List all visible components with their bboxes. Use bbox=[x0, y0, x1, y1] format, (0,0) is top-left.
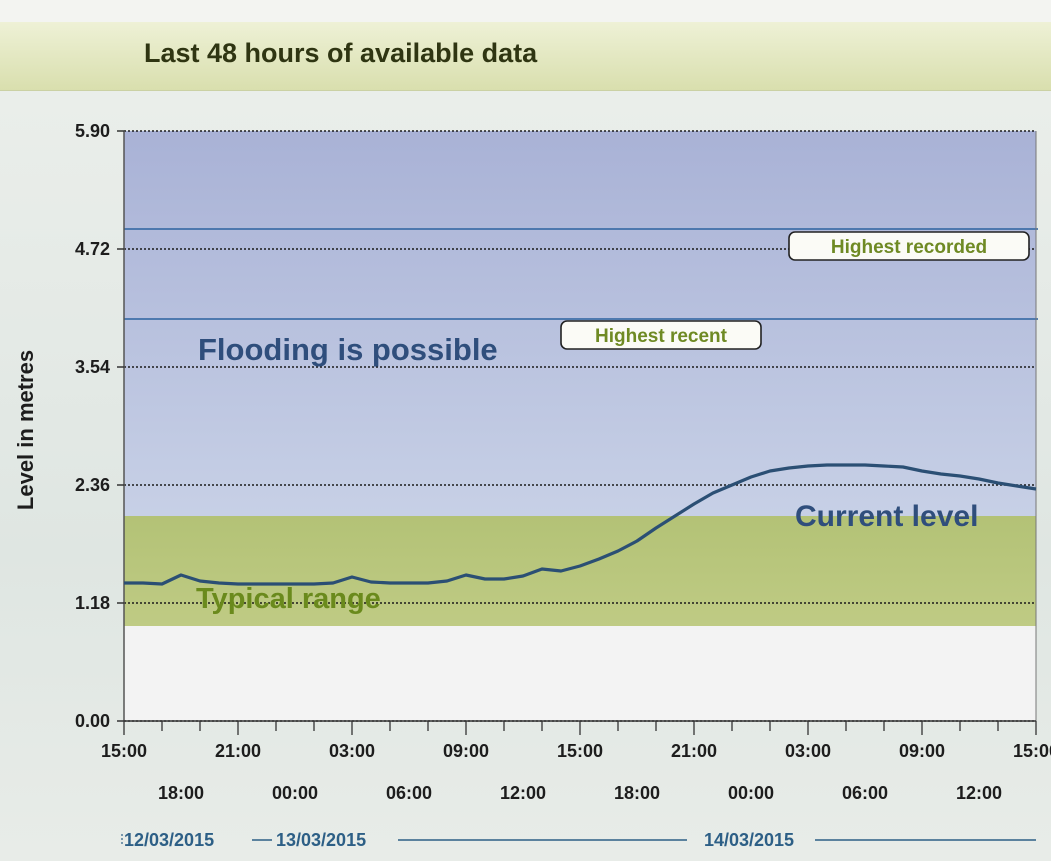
current-level-label: Current level bbox=[795, 500, 978, 533]
x-tick-label-secondary: 00:00 bbox=[728, 783, 774, 803]
band-2 bbox=[124, 626, 1036, 721]
x-tick-label: 15:00 bbox=[1013, 741, 1051, 761]
x-tick-label-secondary: 12:00 bbox=[956, 783, 1002, 803]
x-tick-label-secondary: 06:00 bbox=[842, 783, 888, 803]
x-tick-label-secondary: 12:00 bbox=[500, 783, 546, 803]
typical-range-label: Typical range bbox=[196, 583, 381, 615]
highest-recent-box bbox=[560, 320, 762, 350]
x-tick-label: 21:00 bbox=[215, 741, 261, 761]
x-tick-label: 21:00 bbox=[671, 741, 717, 761]
x-tick-label-secondary: 18:00 bbox=[158, 783, 204, 803]
x-tick-label-secondary: 00:00 bbox=[272, 783, 318, 803]
highest-recorded-box bbox=[788, 231, 1030, 261]
y-axis-title: Level in metres bbox=[13, 350, 38, 510]
y-tick-label: 4.72 bbox=[75, 239, 110, 259]
top-strip bbox=[0, 0, 1051, 22]
y-tick-label: 5.90 bbox=[75, 121, 110, 141]
x-tick-label: 15:00 bbox=[557, 741, 603, 761]
x-tick-label: 09:00 bbox=[899, 741, 945, 761]
y-tick-label: 1.18 bbox=[75, 593, 110, 613]
x-tick-label: 09:00 bbox=[443, 741, 489, 761]
x-tick-label: 03:00 bbox=[785, 741, 831, 761]
y-tick-label: 3.54 bbox=[75, 357, 110, 377]
y-tick-label: 2.36 bbox=[75, 475, 110, 495]
title-bar: Last 48 hours of available data bbox=[0, 22, 1051, 91]
y-tick-label: 0.00 bbox=[75, 711, 110, 731]
series-line-0 bbox=[124, 463, 1037, 586]
page-title: Last 48 hours of available data bbox=[144, 38, 538, 68]
date-label: 12/03/2015 bbox=[124, 830, 214, 850]
x-tick-label-secondary: 18:00 bbox=[614, 783, 660, 803]
date-label: 14/03/2015 bbox=[704, 830, 794, 850]
x-tick-label-secondary: 06:00 bbox=[386, 783, 432, 803]
x-tick-label: 15:00 bbox=[101, 741, 147, 761]
x-tick-label: 03:00 bbox=[329, 741, 375, 761]
highest-recorded-label: Highest recorded bbox=[831, 237, 987, 258]
band-1 bbox=[124, 516, 1036, 626]
flooding-possible-label: Flooding is possible bbox=[198, 332, 498, 367]
date-label: 13/03/2015 bbox=[276, 830, 366, 850]
highest-recent-label: Highest recent bbox=[595, 326, 728, 347]
